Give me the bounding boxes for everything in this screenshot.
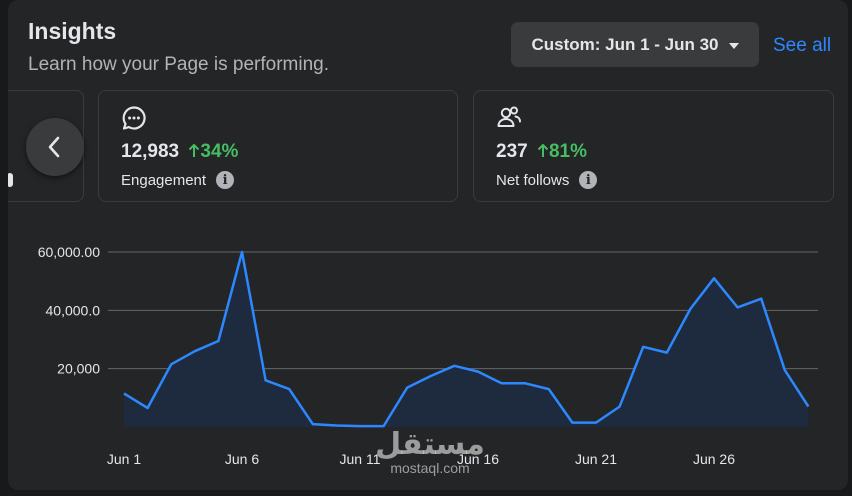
y-tick-label: 60,000.00 (38, 244, 100, 260)
net-follows-label: Net follows (496, 171, 570, 189)
date-range-dropdown[interactable]: Custom: Jun 1 - Jun 30 (511, 22, 759, 67)
see-all-link[interactable]: See all (773, 35, 832, 56)
chevron-left-icon (48, 136, 60, 158)
page-subtitle: Learn how your Page is performing. (28, 54, 329, 75)
x-tick-label: Jun 11 (340, 451, 381, 467)
x-tick-label: Jun 21 (575, 451, 617, 467)
info-icon[interactable]: i (579, 171, 598, 189)
area-fill (124, 252, 809, 427)
people-follow-icon (496, 105, 522, 136)
engagement-delta-value: 34% (200, 141, 239, 162)
x-tick-label: Jun 16 (457, 451, 499, 467)
metric-card-engagement[interactable]: 12,983 34% Engagement i (98, 90, 458, 202)
net-follows-delta-value: 81% (548, 141, 588, 162)
previous-button[interactable] (26, 118, 84, 176)
metric-label: Engagement i (121, 171, 235, 189)
caret-down-icon (728, 42, 739, 49)
info-icon[interactable]: i (216, 171, 235, 189)
page-title: Insights (28, 18, 117, 44)
y-tick-label: 20,000 (57, 361, 100, 377)
net-follows-value: 237 (496, 141, 528, 162)
comment-bubble-icon (121, 105, 147, 136)
metric-value: 237 81% (496, 141, 587, 163)
metric-label: Net follows i (496, 171, 598, 189)
engagement-value: 12,983 (121, 141, 180, 162)
series-line (123, 250, 810, 428)
x-tick-label: Jun 26 (693, 451, 735, 467)
engagement-chart: 20,000 40,000.0 60,000.00 Jun 1 Jun 6 Jun 11 J… (38, 244, 818, 467)
date-range-label: Custom: Jun 1 - Jun 30 (531, 34, 719, 54)
x-tick-label: Jun 6 (225, 451, 259, 467)
arrow-up-icon (537, 143, 549, 157)
net-follows-delta: 81% (537, 141, 587, 162)
y-tick-label: 40,000.0 (46, 302, 101, 318)
engagement-label: Engagement (121, 171, 207, 189)
metric-value: 12,983 34% (121, 141, 238, 163)
arrow-up-icon (189, 143, 200, 157)
metric-card-net-follows[interactable]: 237 81% Net follows i (473, 90, 834, 202)
x-tick-label: Jun 1 (107, 451, 141, 467)
partial-icon (8, 173, 13, 187)
insights-card: Insights Learn how your Page is performi… (8, 0, 848, 490)
engagement-delta: 34% (188, 141, 238, 162)
